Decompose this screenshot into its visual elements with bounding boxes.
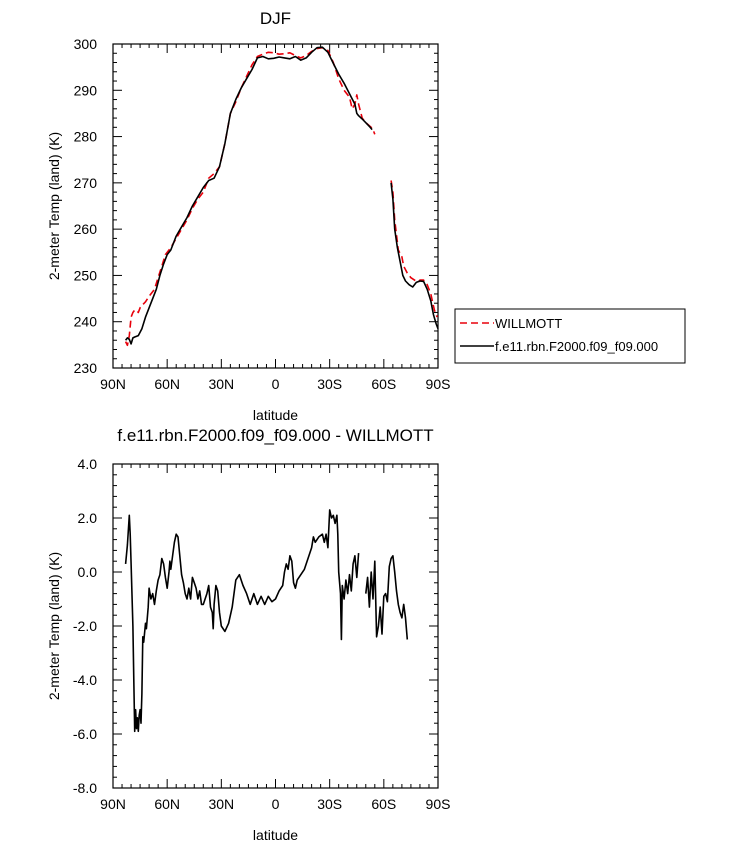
legend-box (454, 308, 686, 364)
y-tick-label: -2.0 (73, 618, 97, 634)
bottom-panel: f.e11.rbn.F2000.f09_f09.000 - WILLMOTT 90… (46, 426, 450, 843)
x-tick-label: 90N (100, 376, 126, 392)
plot-frame (112, 43, 439, 369)
series-1-line-segment-1 (390, 182, 439, 329)
top-panel: DJF 90N 60N 30N 0 30S 60S 90S 230 240 250 260 270 280… (46, 9, 686, 423)
y-tick-label: 240 (74, 314, 98, 330)
y-tick-label: 260 (74, 221, 98, 237)
x-tick-label: 60N (154, 796, 180, 812)
series-0-line-segment-1 (390, 180, 438, 318)
x-axis-label: latitude (253, 827, 298, 843)
x-tick-label: 30S (317, 376, 342, 392)
legend-label-1: f.e11.rbn.F2000.f09_f09.000 (495, 339, 658, 354)
x-tick-label: 60N (154, 376, 180, 392)
y-tick-label: 4.0 (78, 456, 98, 472)
x-tick-label: 30S (317, 796, 342, 812)
plot-frame (112, 463, 439, 789)
x-axis-label: latitude (253, 407, 298, 423)
chart-title: f.e11.rbn.F2000.f09_f09.000 - WILLMOTT (117, 426, 433, 445)
x-tick-label: 60S (371, 376, 396, 392)
x-tick-label: 60S (371, 796, 396, 812)
y-tick-label: 0.0 (78, 564, 98, 580)
y-tick-label: -4.0 (73, 672, 97, 688)
x-tick-label: 0 (272, 796, 280, 812)
legend: WILLMOTT f.e11.rbn.F2000.f09_f09.000 (454, 308, 686, 364)
series-0-line-segment-0 (124, 509, 360, 733)
x-tick-label: 30N (208, 376, 234, 392)
y-tick-label: 270 (74, 175, 98, 191)
x-tick-label: 90S (426, 796, 451, 812)
y-tick-label: 2.0 (78, 510, 98, 526)
x-tick-label: 30N (208, 796, 234, 812)
legend-label-0: WILLMOTT (495, 316, 562, 331)
y-tick-label: -8.0 (73, 780, 97, 796)
x-tick-label: 90N (100, 796, 126, 812)
y-tick-label: 280 (74, 129, 98, 145)
y-tick-label: 300 (74, 36, 98, 52)
series-1-line-segment-0 (124, 46, 373, 345)
y-tick-label: 230 (74, 360, 98, 376)
series-0-line-segment-0 (124, 46, 376, 347)
chart-title: DJF (260, 9, 291, 28)
y-axis-label: 2-meter Temp (land) (K) (46, 552, 62, 700)
x-tick-label: 90S (426, 376, 451, 392)
y-tick-label: -6.0 (73, 726, 97, 742)
y-tick-label: 290 (74, 82, 98, 98)
series-0-line-segment-1 (365, 554, 409, 640)
y-axis-label: 2-meter Temp (land) (K) (46, 132, 62, 280)
y-tick-label: 250 (74, 267, 98, 283)
x-tick-label: 0 (272, 376, 280, 392)
